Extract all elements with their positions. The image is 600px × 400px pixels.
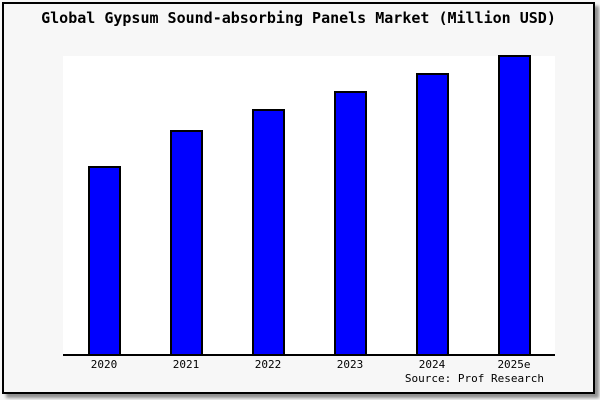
bar-2020: [87, 166, 121, 354]
bar-slot-2025e: [473, 55, 555, 354]
bar-2022: [251, 109, 285, 354]
chart-panel: Global Gypsum Sound-absorbing Panels Mar…: [2, 2, 595, 394]
tick-label-2022: 2022: [254, 358, 282, 371]
tick-label-2024: 2024: [418, 358, 446, 371]
bar-slot-2023: [309, 56, 391, 354]
bar-slot-2021: [145, 56, 227, 354]
bar-slot-2024: [391, 56, 473, 354]
bar-2024: [415, 73, 449, 354]
bar-slot-2020: [63, 56, 145, 354]
plot-area: [63, 55, 555, 356]
x-axis-tick-labels: 2020 2021 2022 2023 2024 2025e: [63, 358, 555, 372]
bar-slot-2022: [227, 56, 309, 354]
bar-2021: [169, 130, 203, 354]
tick-label-2023: 2023: [336, 358, 364, 371]
tick-label-2021: 2021: [172, 358, 200, 371]
source-note: Source: Prof Research: [404, 372, 544, 385]
bar-2023: [333, 91, 367, 354]
tick-label-2025e: 2025e: [497, 358, 531, 371]
bar-2025e: [497, 55, 531, 354]
chart-title: Global Gypsum Sound-absorbing Panels Mar…: [41, 9, 556, 27]
tick-label-2020: 2020: [90, 358, 118, 371]
